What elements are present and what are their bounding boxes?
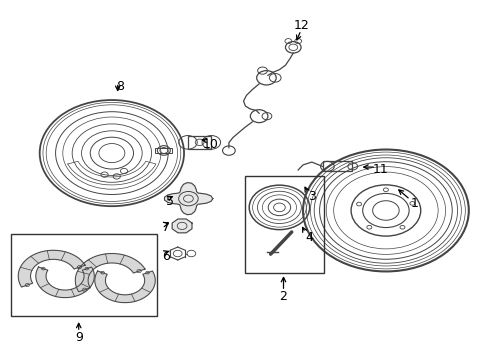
Polygon shape	[172, 219, 192, 233]
Text: 7: 7	[162, 221, 170, 234]
Polygon shape	[164, 183, 212, 215]
Polygon shape	[36, 267, 94, 298]
Text: 4: 4	[305, 231, 312, 244]
Bar	[245, 176, 324, 273]
Polygon shape	[18, 250, 85, 287]
Text: 6: 6	[162, 249, 170, 262]
Bar	[11, 234, 157, 316]
Text: 5: 5	[166, 195, 174, 208]
Bar	[155, 148, 172, 153]
Text: 8: 8	[116, 80, 124, 93]
Polygon shape	[95, 271, 155, 303]
Text: 1: 1	[409, 197, 417, 210]
Text: 10: 10	[202, 138, 218, 150]
Text: 12: 12	[294, 19, 309, 32]
Bar	[322, 161, 351, 171]
Text: 2: 2	[279, 290, 287, 303]
Text: 11: 11	[371, 163, 387, 176]
Polygon shape	[75, 253, 145, 292]
Bar	[187, 135, 211, 149]
Text: 3: 3	[307, 190, 315, 203]
Text: 9: 9	[75, 330, 82, 343]
